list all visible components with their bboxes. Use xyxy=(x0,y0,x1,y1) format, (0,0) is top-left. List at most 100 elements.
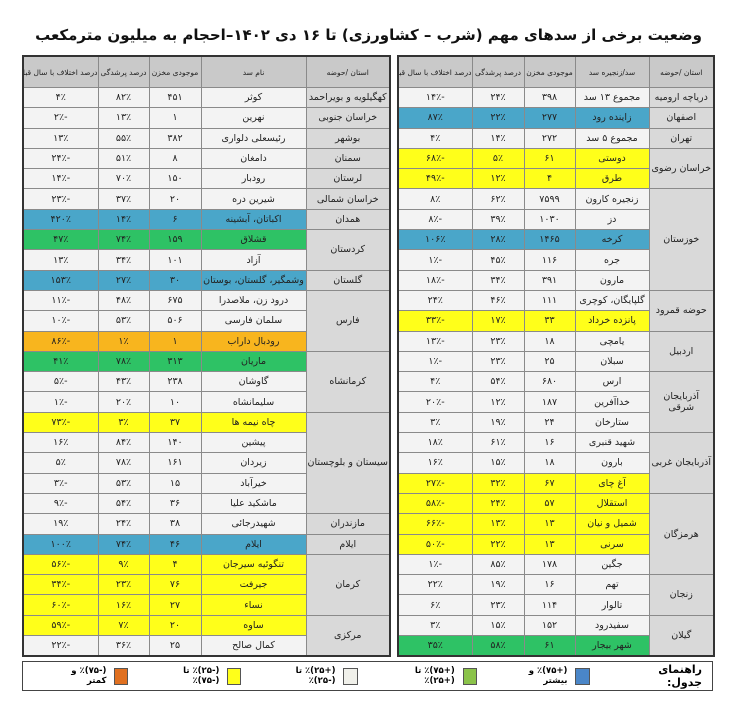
storage-cell: ۲۰ xyxy=(148,188,202,210)
diff-percent-cell: ۱۰۶٪ xyxy=(397,229,473,251)
storage-cell: ۱ xyxy=(148,107,202,129)
diff-percent-cell: ۱۰۰٪ xyxy=(22,533,99,555)
storage-cell: ۲۳۸ xyxy=(148,371,202,393)
dam-name-cell: ستارخان xyxy=(574,411,650,434)
diff-percent-cell: -۶۰٪ xyxy=(22,594,99,616)
table-row: هرمزگان استقلال ۵۷ ۲۴٪ -۵۸٪ xyxy=(397,492,715,576)
fill-percent-cell: ۲۲٪ xyxy=(471,107,525,129)
diff-percent-cell: ۱۳٪ xyxy=(22,249,99,271)
dam-name-cell: سرنی xyxy=(574,533,650,555)
page-title: وضعیت برخی از سدهای مهم (شرب – کشاورزی) … xyxy=(35,26,702,44)
fill-percent-cell: ۳۷٪ xyxy=(97,188,150,210)
diff-percent-cell: -۴۹٪ xyxy=(397,168,473,190)
fill-percent-cell: ۸۲٪ xyxy=(97,86,150,109)
header-dam: سد/زنجیره سد xyxy=(574,55,650,88)
header-diff: درصد اختلاف با سال قبل xyxy=(22,55,99,88)
diff-percent-cell: ۱۳٪ xyxy=(22,127,99,149)
dam-name-cell: شهیدرجائی xyxy=(200,513,307,535)
fill-percent-cell: ۲۳٪ xyxy=(97,574,150,596)
dam-name-cell: ماریان xyxy=(200,350,307,373)
province-cell: حوضه قمرود xyxy=(648,289,715,332)
fill-percent-cell: ۱۶٪ xyxy=(97,594,150,616)
table-row: کمال صالح ۲۵ ۳۶٪ -۲۲٪ xyxy=(22,635,390,657)
fill-percent-cell: ۸۴٪ xyxy=(97,432,150,454)
dam-name-cell: مجموع ۵ سد xyxy=(574,127,650,149)
diff-percent-cell: ۶٪ xyxy=(397,594,473,616)
fill-percent-cell: ۵۱٪ xyxy=(97,147,150,170)
storage-cell: ۱۴۰ xyxy=(148,432,202,454)
province-cell: زنجان xyxy=(648,574,715,616)
storage-cell: ۱۱۶ xyxy=(523,249,576,271)
dam-name-cell: رودبال داراب xyxy=(200,330,307,352)
table-row: پانزده خرداد ۳۳ ۱۷٪ -۳۳٪ xyxy=(397,310,714,332)
fill-percent-cell: ۱۷٪ xyxy=(471,310,525,332)
province-cell: مازندران xyxy=(305,513,391,535)
storage-cell: ۱۱۴ xyxy=(523,594,576,616)
fill-percent-cell: ۱۲٪ xyxy=(471,168,525,190)
fill-percent-cell: ۱۴٪ xyxy=(471,127,525,149)
storage-cell: ۶۷۵ xyxy=(148,289,202,312)
dam-name-cell: نهرین xyxy=(200,107,307,129)
storage-cell: ۳۳ xyxy=(523,310,576,332)
fill-percent-cell: ۲۸٪ xyxy=(471,229,525,251)
storage-cell: ۳۱۳ xyxy=(148,350,202,373)
diff-percent-cell: -۱٪ xyxy=(397,350,473,373)
storage-cell: ۴۵۱ xyxy=(148,86,202,109)
dam-name-cell: استقلال xyxy=(574,492,650,515)
table-row: اصفهان زاینده رود ۲۷۷ ۲۲٪ ۸۷٪ xyxy=(397,107,715,129)
fill-percent-cell: ۶۱٪ xyxy=(471,432,525,454)
fill-percent-cell: ۵۳٪ xyxy=(97,472,150,494)
table-row: همدان اکباتان، آبشینه ۶ ۱۴٪ ۴۲۰٪ xyxy=(22,208,391,231)
table-row: گلستان وشمگیر، گلستان، بوستان ۳۰ ۲۷٪ ۱۵۳٪ xyxy=(22,269,391,291)
diff-percent-cell: -۱۱٪ xyxy=(22,289,99,312)
storage-cell: ۵۷ xyxy=(523,492,576,515)
fill-percent-cell: ۲۰٪ xyxy=(97,391,150,413)
diff-percent-cell: -۱٪ xyxy=(22,391,99,413)
diff-percent-cell: ۴٪ xyxy=(22,86,99,109)
table-body: دریاچه ارومیه مجموع ۱۳ سد ۳۹۸ ۲۴٪ -۱۴٪ اصفهان… xyxy=(397,86,715,657)
diff-percent-cell: ۱۵۳٪ xyxy=(22,269,99,291)
table-row: تهران مجموع ۵ سد ۲۷۲ ۱۴٪ ۴٪ xyxy=(397,127,715,149)
dam-name-cell: شهر بیجار xyxy=(574,635,650,657)
diff-percent-cell: -۱٪ xyxy=(397,553,473,576)
diff-percent-cell: -۳٪ xyxy=(22,472,99,494)
diff-percent-cell: ۳٪ xyxy=(397,614,473,637)
province-cell: تهران xyxy=(648,127,715,149)
fill-percent-cell: ۴۶٪ xyxy=(471,289,525,312)
diff-percent-cell: -۲۰٪ xyxy=(397,391,473,413)
fill-percent-cell: ۸۵٪ xyxy=(471,553,525,576)
fill-percent-cell: ۱۹٪ xyxy=(471,574,525,596)
dam-name-cell: ساوه xyxy=(200,614,307,637)
dam-name-cell: درود زن، ملاصدرا xyxy=(200,289,307,312)
storage-cell: ۷۵۹۹ xyxy=(523,188,576,210)
dam-name-cell: ماشکید علیا xyxy=(200,492,307,515)
storage-cell: ۶ xyxy=(148,208,202,231)
fill-percent-cell: ۴۸٪ xyxy=(97,289,150,312)
storage-cell: ۱۰۳۰ xyxy=(523,208,576,231)
legend-label: (-۷۵)٪ و کمتر xyxy=(71,666,107,686)
province-cell: کهگیلویه و بویراحمد xyxy=(305,86,391,109)
legend-swatch xyxy=(462,667,477,685)
dam-name-cell: جگین xyxy=(574,553,650,576)
dam-name-cell: آغ چای xyxy=(574,472,650,494)
storage-cell: ۲۷۷ xyxy=(523,107,576,129)
table-row: فارس درود زن، ملاصدرا ۶۷۵ ۴۸٪ -۱۱٪ xyxy=(22,289,391,352)
fill-percent-cell: ۷۸٪ xyxy=(97,452,150,474)
diff-percent-cell: -۸٪ xyxy=(397,208,473,231)
fill-percent-cell: ۷۴٪ xyxy=(97,533,150,555)
dam-name-cell: زنجیره کارون xyxy=(574,188,650,210)
legend-item: (+۷۵)٪ تا (+۲۵)٪ xyxy=(392,666,477,686)
dam-name-cell: کوثر xyxy=(200,86,307,109)
diff-percent-cell: -۶۸٪ xyxy=(397,147,473,170)
legend-title: راهنمای جدول: xyxy=(658,663,702,689)
storage-cell: ۶۷ xyxy=(523,472,576,494)
dam-name-cell: دز xyxy=(574,208,650,231)
diff-percent-cell: -۱۴٪ xyxy=(22,168,99,190)
province-cell: هرمزگان xyxy=(648,492,715,576)
storage-cell: ۳۶ xyxy=(148,492,202,515)
storage-cell: ۱۵۹ xyxy=(148,229,202,251)
fill-percent-cell: ۳۴٪ xyxy=(97,249,150,271)
dam-name-cell: پانزده خرداد xyxy=(574,310,650,332)
diff-percent-cell: -۵۶٪ xyxy=(22,553,99,576)
dam-table-right: استان /حوضه سد/زنجیره سد موجودی مخزن درص… xyxy=(397,55,715,658)
